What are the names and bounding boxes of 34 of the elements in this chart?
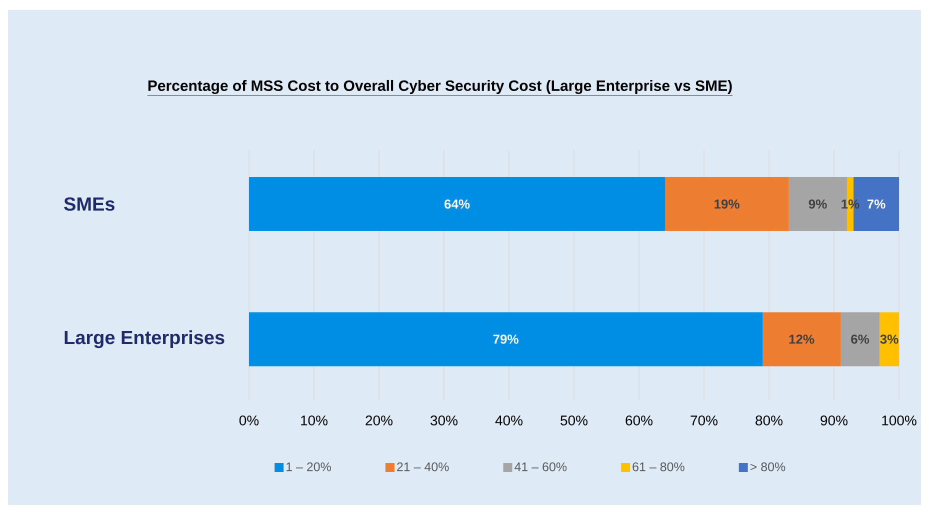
x-tick-label: 40%	[495, 416, 523, 426]
bar	[880, 312, 900, 366]
x-tick-label: 30%	[430, 416, 458, 426]
x-tick-label: 80%	[756, 416, 783, 426]
data-label: 7%	[867, 199, 886, 209]
data-label: 1%	[842, 199, 860, 209]
legend-label: 61 – 80%	[632, 462, 684, 472]
bar	[840, 312, 880, 366]
legend-label: 1 – 20%	[286, 462, 331, 472]
x-tick-label: 90%	[820, 416, 848, 426]
x-tick-label: 70%	[690, 416, 718, 426]
bar	[665, 177, 789, 232]
x-tick-label: 60%	[626, 416, 653, 426]
x-tick-label: 10%	[301, 416, 328, 426]
legend-label: 41 – 60%	[514, 462, 567, 472]
data-label: 9%	[808, 199, 827, 209]
x-tick-label: 100%	[882, 416, 916, 426]
bar	[249, 177, 666, 232]
data-label: 19%	[714, 199, 740, 209]
chart-title: Percentage of MSS Cost to Overall Cyber Security Cost (Large Enterprise vs SME)	[148, 80, 732, 94]
x-tick-label: 0%	[239, 416, 259, 426]
data-label: 79%	[493, 334, 518, 344]
data-label: 6%	[851, 334, 870, 344]
data-label: 12%	[789, 334, 814, 344]
legend-label: 21 – 40%	[397, 462, 449, 472]
legend-label: > 80%	[750, 462, 786, 472]
x-tick-label: 20%	[366, 416, 393, 426]
y-tick-label: SMEs	[64, 197, 114, 211]
data-label: 64%	[444, 199, 470, 209]
y-tick-label: Large Enterprises	[64, 330, 224, 348]
data-label: 3%	[880, 334, 898, 344]
x-tick-label: 50%	[560, 416, 588, 426]
bar	[249, 312, 763, 366]
bar	[762, 312, 841, 366]
